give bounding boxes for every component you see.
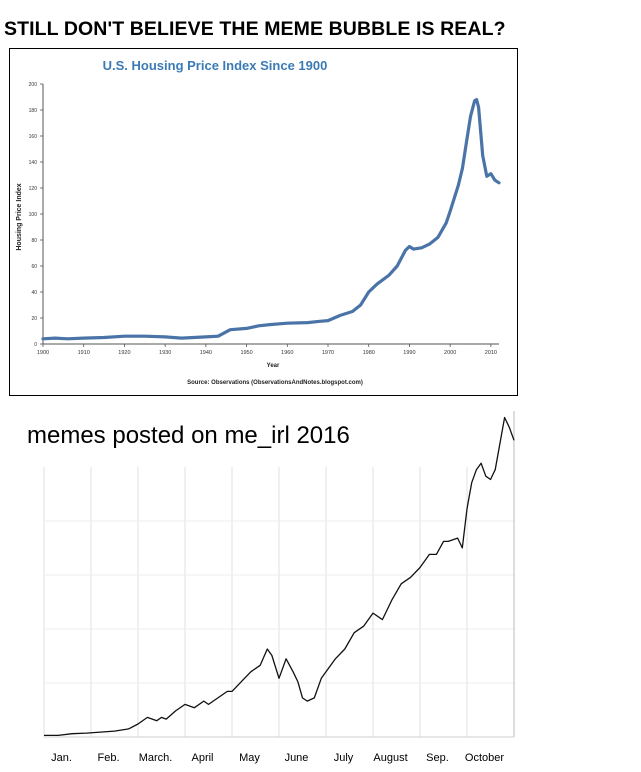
y-tick-label: 80 — [31, 238, 37, 244]
x-tick-label: 1920 — [118, 350, 130, 356]
x-tick-label: 1970 — [322, 350, 334, 356]
month-tick-label: July — [334, 752, 354, 764]
housing-chart-title: U.S. Housing Price Index Since 1900 — [103, 58, 328, 73]
y-tick-label: 40 — [31, 290, 37, 296]
y-tick-label: 160 — [29, 134, 38, 140]
y-tick-label: 200 — [29, 82, 38, 88]
housing-chart-ylabel: Housing Price Index — [16, 183, 23, 250]
meme-chart-title: memes posted on me_irl 2016 — [27, 422, 350, 449]
month-tick-label: Jan. — [51, 752, 72, 764]
housing-chart: U.S. Housing Price Index Since 1900 Hous… — [16, 58, 501, 386]
y-tick-label: 120 — [29, 186, 38, 192]
headline: STILL DON'T BELIEVE THE MEME BUBBLE IS R… — [4, 18, 506, 40]
x-tick-label: 1960 — [281, 350, 293, 356]
month-tick-label: August — [373, 752, 407, 764]
meme-chart: memes posted on me_irl 2016 Jan. Feb. Marc… — [27, 411, 515, 764]
meme-chart-ticks: Jan. Feb. March. April May June July August Sep.… — [51, 752, 504, 764]
month-tick-label: October — [465, 752, 504, 764]
meme-chart-grid — [43, 411, 515, 738]
month-tick-label: March. — [139, 752, 173, 764]
meme-chart-panel: memes posted on me_irl 2016 Jan. Feb. Marc… — [14, 405, 620, 767]
x-tick-label: 1950 — [240, 350, 252, 356]
housing-chart-source: Source: Observations (ObservationsAndNot… — [187, 380, 363, 386]
y-tick-label: 140 — [29, 160, 38, 166]
x-tick-label: 2010 — [485, 350, 497, 356]
y-tick-label: 180 — [29, 108, 38, 114]
month-tick-label: June — [285, 752, 309, 764]
x-tick-label: 1940 — [200, 350, 212, 356]
x-tick-label: 2000 — [444, 350, 456, 356]
housing-price-line — [41, 98, 501, 341]
x-tick-label: 1980 — [363, 350, 375, 356]
housing-chart-xlabel: Year — [267, 363, 280, 369]
housing-chart-panel: U.S. Housing Price Index Since 1900 Hous… — [9, 48, 518, 396]
x-tick-label: 1990 — [403, 350, 415, 356]
month-tick-label: April — [191, 752, 213, 764]
y-tick-label: 100 — [29, 212, 38, 218]
x-tick-label: 1910 — [78, 350, 90, 356]
meme-count-line — [44, 416, 515, 737]
y-tick-label: 60 — [31, 264, 37, 270]
month-tick-label: May — [239, 752, 260, 764]
y-tick-label: 20 — [31, 316, 37, 322]
month-tick-label: Sep. — [426, 752, 449, 764]
housing-chart-axes — [42, 84, 499, 345]
y-tick-label: 0 — [34, 342, 37, 348]
x-tick-label: 1930 — [159, 350, 171, 356]
housing-chart-ticks: 0 20 40 60 80 100 120 140 160 180 200 1900 1910 1920 1… — [29, 82, 497, 356]
x-tick-label: 1900 — [37, 350, 49, 356]
month-tick-label: Feb. — [97, 752, 119, 764]
